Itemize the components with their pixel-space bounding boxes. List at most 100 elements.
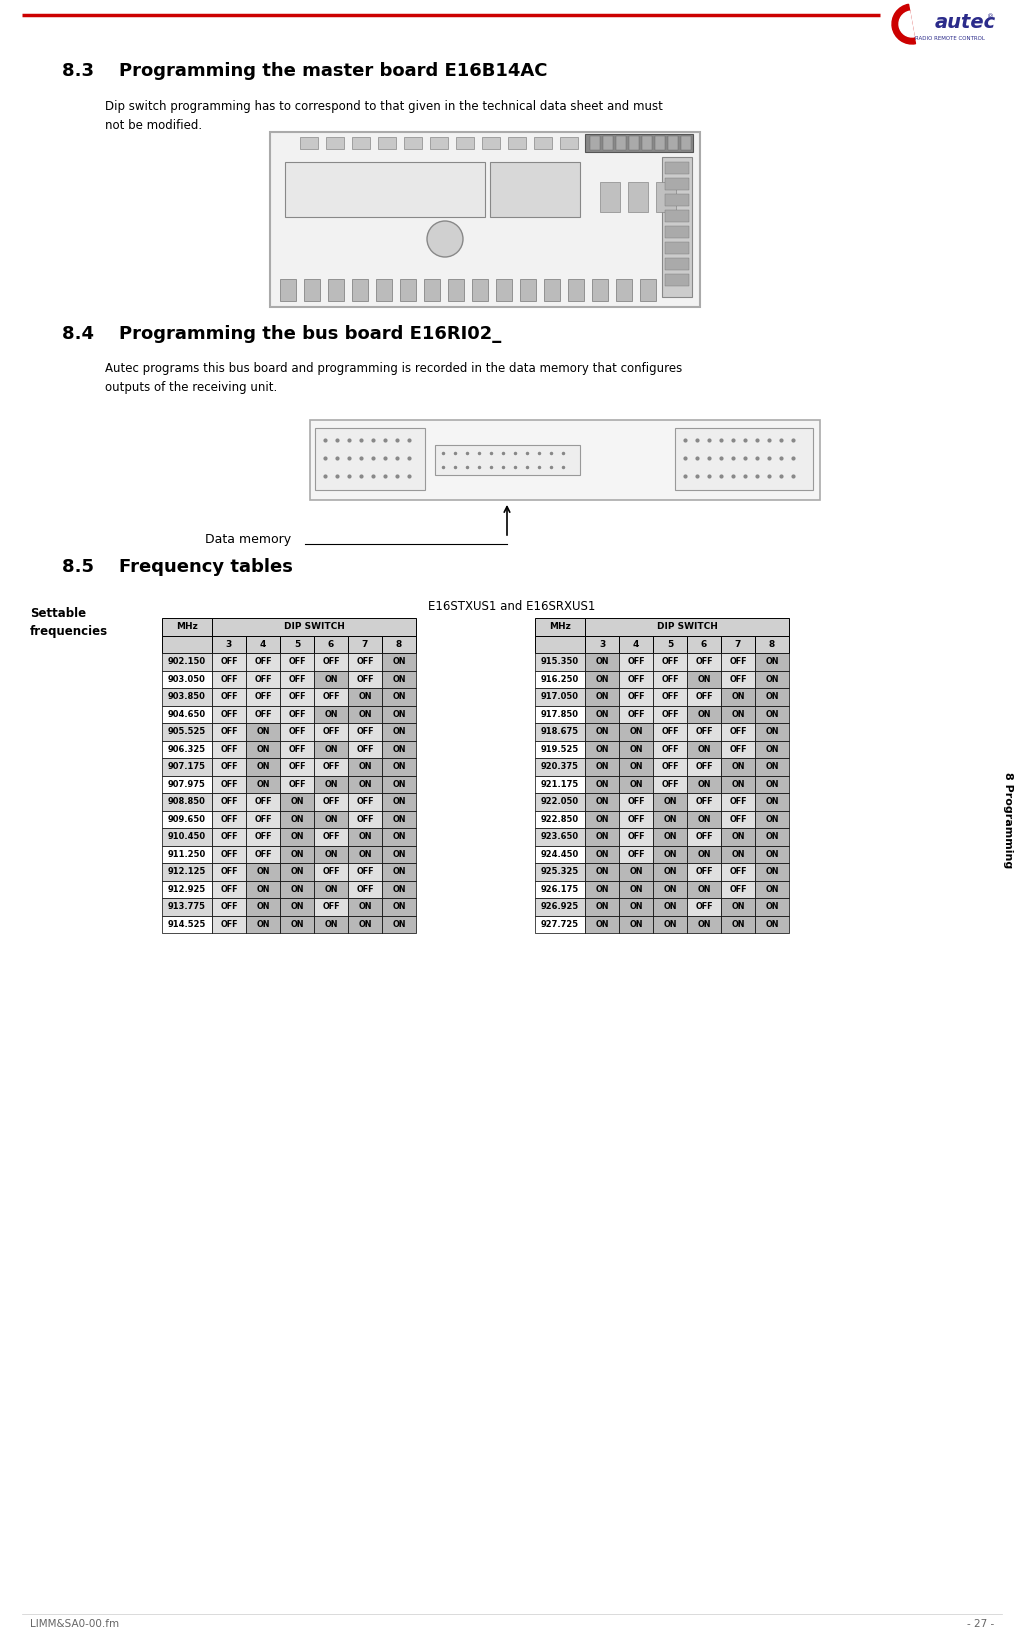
Bar	[348, 671, 382, 689]
Bar	[653, 671, 687, 689]
Text: OFF: OFF	[628, 797, 645, 807]
Bar	[382, 723, 416, 741]
Bar	[348, 880, 382, 898]
Bar	[162, 757, 212, 775]
Bar	[755, 671, 790, 689]
Bar	[618, 741, 653, 757]
Text: OFF: OFF	[323, 728, 340, 736]
Bar	[628, 182, 648, 213]
Text: ON: ON	[358, 762, 372, 771]
Bar	[348, 898, 382, 916]
Bar	[348, 775, 382, 793]
Text: ON: ON	[392, 815, 406, 825]
Bar	[212, 689, 246, 705]
Text: ON: ON	[358, 901, 372, 911]
Bar	[280, 846, 314, 864]
Text: OFF: OFF	[356, 674, 374, 684]
Text: OFF: OFF	[220, 744, 238, 754]
Bar	[246, 846, 280, 864]
Text: 906.325: 906.325	[168, 744, 206, 754]
Text: OFF: OFF	[254, 849, 271, 859]
Text: OFF: OFF	[729, 867, 746, 877]
Bar	[585, 723, 618, 741]
Bar	[653, 810, 687, 828]
Text: OFF: OFF	[220, 797, 238, 807]
Text: OFF: OFF	[729, 674, 746, 684]
Text: ON: ON	[765, 744, 778, 754]
Text: OFF: OFF	[254, 674, 271, 684]
Bar	[376, 280, 392, 301]
Bar	[508, 137, 526, 149]
Bar	[687, 671, 721, 689]
Bar	[585, 741, 618, 757]
Text: ON: ON	[325, 919, 338, 929]
Text: ON: ON	[664, 885, 677, 893]
Bar	[162, 741, 212, 757]
Bar	[212, 846, 246, 864]
Bar	[496, 280, 512, 301]
Text: OFF: OFF	[356, 885, 374, 893]
Text: 919.525: 919.525	[541, 744, 580, 754]
Text: OFF: OFF	[254, 658, 271, 666]
Bar	[212, 864, 246, 880]
Text: OFF: OFF	[254, 710, 271, 718]
Bar	[535, 880, 585, 898]
Bar	[400, 280, 416, 301]
Text: ON: ON	[595, 728, 608, 736]
Bar	[162, 618, 212, 635]
Bar	[640, 280, 656, 301]
Text: ON: ON	[630, 867, 643, 877]
Bar	[653, 757, 687, 775]
Text: ON: ON	[392, 762, 406, 771]
Bar	[653, 741, 687, 757]
Bar	[755, 880, 790, 898]
Bar	[212, 705, 246, 723]
Bar	[721, 880, 755, 898]
Bar	[314, 864, 348, 880]
Bar	[348, 653, 382, 671]
Bar	[755, 846, 790, 864]
Text: ON: ON	[290, 867, 304, 877]
Text: ON: ON	[630, 901, 643, 911]
Text: OFF: OFF	[323, 762, 340, 771]
Text: OFF: OFF	[662, 710, 679, 718]
Bar	[687, 705, 721, 723]
Bar	[162, 653, 212, 671]
Text: ON: ON	[392, 919, 406, 929]
Text: ON: ON	[731, 762, 744, 771]
Text: ON: ON	[392, 885, 406, 893]
Text: 926.175: 926.175	[541, 885, 580, 893]
Text: 907.975: 907.975	[168, 780, 206, 789]
Text: ON: ON	[595, 833, 608, 841]
Text: 912.125: 912.125	[168, 867, 206, 877]
Text: 5: 5	[294, 640, 300, 649]
Text: ON: ON	[765, 849, 778, 859]
Text: ON: ON	[392, 692, 406, 702]
Bar	[535, 653, 585, 671]
Text: ON: ON	[325, 815, 338, 825]
Text: OFF: OFF	[288, 658, 306, 666]
Text: OFF: OFF	[288, 744, 306, 754]
Bar	[586, 137, 604, 149]
Text: OFF: OFF	[662, 744, 679, 754]
Text: 920.375: 920.375	[541, 762, 579, 771]
Text: ON: ON	[765, 762, 778, 771]
Bar	[618, 653, 653, 671]
Bar	[280, 864, 314, 880]
Text: OFF: OFF	[662, 658, 679, 666]
Bar	[755, 757, 790, 775]
Bar	[246, 880, 280, 898]
Text: OFF: OFF	[323, 833, 340, 841]
Bar	[535, 741, 585, 757]
Bar	[585, 775, 618, 793]
Bar	[246, 723, 280, 741]
Bar	[162, 689, 212, 705]
Bar	[382, 741, 416, 757]
Bar	[687, 793, 721, 810]
Text: OFF: OFF	[254, 833, 271, 841]
Text: OFF: OFF	[628, 692, 645, 702]
Text: ON: ON	[392, 867, 406, 877]
Bar	[212, 653, 246, 671]
Text: ON: ON	[325, 849, 338, 859]
Bar	[382, 671, 416, 689]
